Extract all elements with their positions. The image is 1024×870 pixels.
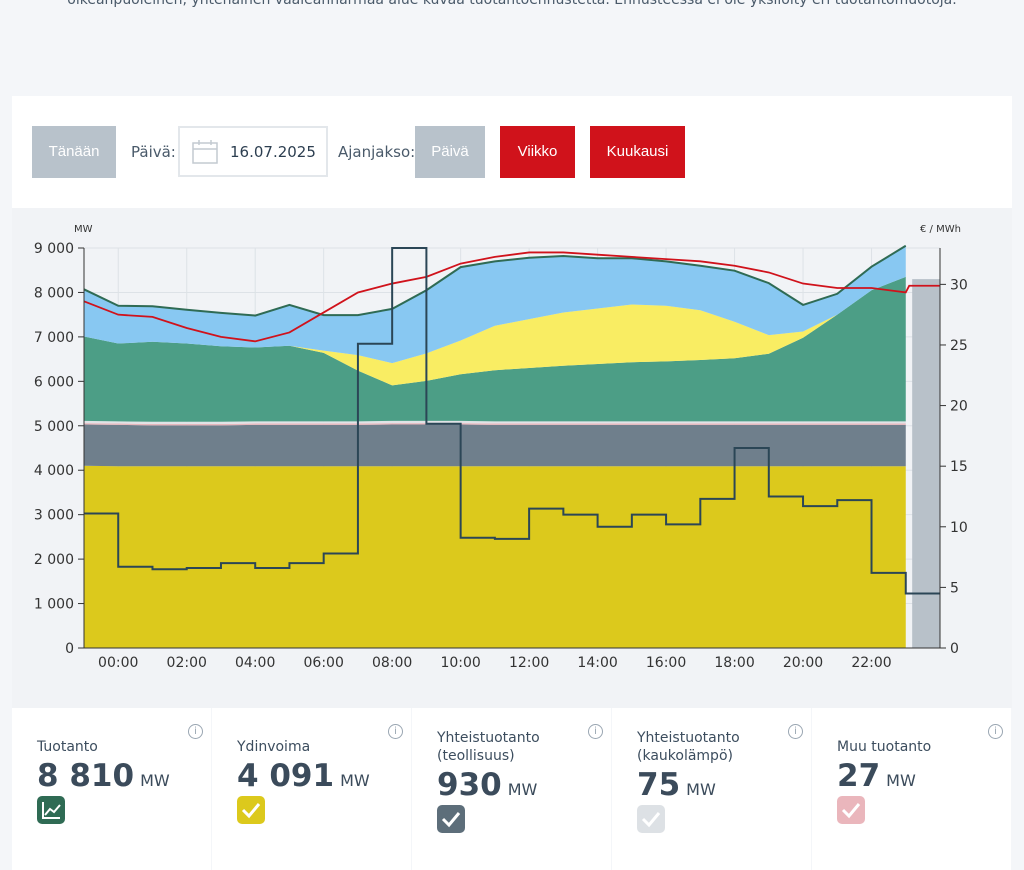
left-tick-label: 2 000 xyxy=(34,552,74,568)
x-tick-label: 22:00 xyxy=(851,655,891,671)
card-row2 xyxy=(412,854,611,870)
card-unit: MW xyxy=(340,771,370,790)
left-tick-label: 7 000 xyxy=(34,330,74,346)
left-tick-label: 4 000 xyxy=(34,463,74,479)
left-axis-unit: MW xyxy=(74,224,93,235)
card-value: 27 MW xyxy=(837,758,916,794)
check-icon[interactable] xyxy=(237,796,265,824)
chart-line-icon[interactable] xyxy=(37,796,65,824)
right-tick-label: 20 xyxy=(950,399,968,415)
summary-cards: i Tuotanto 8 810 MW i Ydinvoima 4 091 MW i… xyxy=(12,708,1012,870)
x-tick-label: 20:00 xyxy=(783,655,823,671)
card-value: 930 MW xyxy=(437,767,537,803)
card-title: Ydinvoima xyxy=(237,739,311,755)
right-tick-label: 10 xyxy=(950,520,968,536)
card-value-number: 75 xyxy=(637,767,681,803)
right-tick-label: 25 xyxy=(950,338,968,354)
period-month-button[interactable]: Kuukausi xyxy=(590,126,685,178)
x-tick-label: 08:00 xyxy=(372,655,412,671)
area-series xyxy=(84,420,906,424)
intro-text: oikeanpuoleinen, yhtenäinen vaaleanharma… xyxy=(67,0,957,8)
card-value-number: 4 091 xyxy=(237,758,335,794)
card-value: 4 091 MW xyxy=(237,758,370,794)
area-series xyxy=(84,424,906,467)
card-value-number: 8 810 xyxy=(37,758,135,794)
calendar-icon xyxy=(192,140,218,164)
x-tick-label: 16:00 xyxy=(646,655,686,671)
check-icon[interactable] xyxy=(437,805,465,833)
card-other: i Muu tuotanto 27 MW xyxy=(812,708,1011,854)
card-chp-industry: i Yhteistuotanto (teollisuus) 930 MW xyxy=(412,708,611,854)
consumption-line xyxy=(83,251,940,343)
check-icon[interactable] xyxy=(637,805,665,833)
card-chp-district: i Yhteistuotanto (kaukolämpö) 75 MW xyxy=(612,708,811,854)
check-icon[interactable] xyxy=(837,796,865,824)
x-tick-label: 10:00 xyxy=(440,655,480,671)
card-value: 8 810 MW xyxy=(37,758,170,794)
info-icon[interactable]: i xyxy=(588,724,603,739)
card-title: Yhteistuotanto (kaukolämpö) xyxy=(637,730,740,764)
x-tick-label: 00:00 xyxy=(98,655,138,671)
area-series xyxy=(84,465,906,648)
date-value: 16.07.2025 xyxy=(230,143,316,161)
info-icon[interactable]: i xyxy=(788,724,803,739)
card-production: i Tuotanto 8 810 MW xyxy=(12,708,211,854)
date-label: Päivä: xyxy=(131,143,176,161)
date-input[interactable]: 16.07.2025 xyxy=(178,126,328,177)
card-title: Tuotanto xyxy=(37,739,98,755)
info-icon[interactable]: i xyxy=(988,724,1003,739)
period-day-button[interactable]: Päivä xyxy=(415,126,485,178)
x-tick-label: 14:00 xyxy=(577,655,617,671)
x-tick-label: 04:00 xyxy=(235,655,275,671)
total-production-line xyxy=(83,244,907,317)
x-tick-label: 02:00 xyxy=(167,655,207,671)
forecast-area xyxy=(912,279,940,648)
right-tick-label: 30 xyxy=(950,277,968,293)
left-tick-label: 5 000 xyxy=(34,419,74,435)
card-row2 xyxy=(812,854,1011,870)
area-series xyxy=(84,245,906,364)
left-tick-label: 6 000 xyxy=(34,374,74,390)
right-tick-label: 5 xyxy=(950,580,959,596)
today-button[interactable]: Tänään xyxy=(32,126,116,178)
card-title: Muu tuotanto xyxy=(837,739,932,755)
area-series xyxy=(84,276,906,386)
card-unit: MW xyxy=(886,771,916,790)
card-row2 xyxy=(12,854,211,870)
period-label: Ajanjakso: xyxy=(338,143,416,161)
card-value-number: 27 xyxy=(837,758,881,794)
left-tick-label: 0 xyxy=(65,641,74,657)
spot-price-line xyxy=(84,247,940,595)
card-value: 75 MW xyxy=(637,767,716,803)
left-tick-label: 8 000 xyxy=(34,285,74,301)
card-unit: MW xyxy=(140,771,170,790)
card-row2 xyxy=(612,854,811,870)
period-week-button[interactable]: Viikko xyxy=(500,126,575,178)
area-series xyxy=(84,423,906,426)
right-tick-label: 0 xyxy=(950,641,959,657)
card-value-number: 930 xyxy=(437,767,502,803)
card-unit: MW xyxy=(507,780,538,799)
chart-panel: 0 1 000 2 000 3 000 4 000 5 000 6 000 7 000 8 00… xyxy=(12,208,1012,708)
x-tick-label: 06:00 xyxy=(304,655,344,671)
info-icon[interactable]: i xyxy=(188,724,203,739)
area-series xyxy=(84,276,906,422)
production-chart: 0 1 000 2 000 3 000 4 000 5 000 6 000 7 000 8 00… xyxy=(34,224,968,671)
left-tick-label: 3 000 xyxy=(34,508,74,524)
card-title: Yhteistuotanto (teollisuus) xyxy=(437,730,540,764)
card-nuclear: i Ydinvoima 4 091 MW xyxy=(212,708,411,854)
right-axis-unit: € / MWh xyxy=(920,224,961,235)
left-tick-label: 9 000 xyxy=(34,241,74,257)
controls-panel: Tänään Päivä: 16.07.2025 Ajanjakso: Päiv… xyxy=(12,96,1012,208)
left-tick-label: 1 000 xyxy=(34,597,74,613)
right-tick-label: 15 xyxy=(950,459,968,475)
card-unit: MW xyxy=(686,780,716,799)
x-tick-label: 12:00 xyxy=(509,655,549,671)
card-row2 xyxy=(212,854,411,870)
x-tick-label: 18:00 xyxy=(714,655,754,671)
info-icon[interactable]: i xyxy=(388,724,403,739)
